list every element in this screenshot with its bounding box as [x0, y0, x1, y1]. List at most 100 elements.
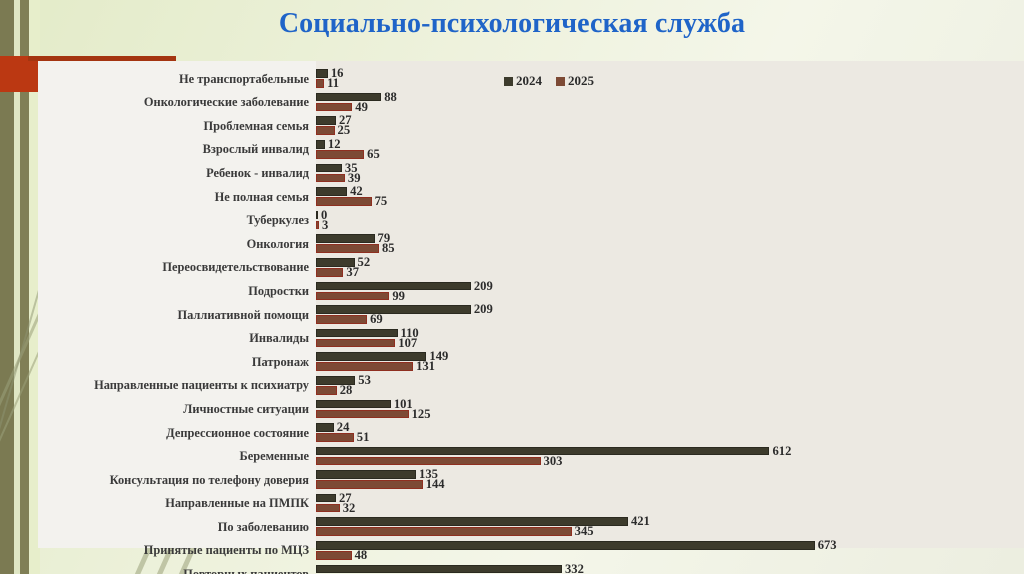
left-edge-pale-band: [29, 0, 40, 574]
category-label: Подростки: [248, 283, 309, 298]
row-bars: 421 345: [316, 515, 1024, 539]
bar-value-label: 27: [339, 113, 352, 128]
category-label: Паллиативной помощи: [177, 307, 309, 322]
chart-row: Подростки 209 99: [38, 279, 1024, 303]
bar: [316, 480, 423, 489]
bar: [316, 267, 344, 277]
bar-value-label: 49: [355, 99, 368, 114]
category-label: Депрессионное состояние: [166, 425, 309, 440]
bar: [316, 116, 336, 125]
bar: [316, 69, 328, 78]
bar: [316, 126, 335, 135]
bar: [316, 362, 414, 371]
row-bars: 612 303: [316, 445, 1024, 469]
chart-row: Не полная семья 42 75: [38, 185, 1024, 209]
category-label: Личностные ситуации: [183, 401, 309, 416]
plot-area-background: [316, 61, 1024, 548]
chart-row: Личностные ситуации 101 125: [38, 397, 1024, 421]
chart-row: Повторных пациентов 332 379: [38, 562, 1024, 574]
bar-value-label: 125: [411, 406, 431, 421]
chart-row: Онкологические заболевание 88 49: [38, 91, 1024, 115]
bar: [316, 541, 815, 550]
category-label: Взрослый инвалид: [202, 142, 309, 157]
bar-group-2024: 209: [316, 278, 493, 293]
left-edge-olive-band-secondary: [20, 0, 29, 574]
bar: [316, 257, 355, 267]
bar-value-label: 209: [473, 278, 493, 293]
bar-value-label: 379: [600, 573, 619, 574]
bar-value-label: 144: [425, 477, 445, 492]
row-bars: 101 125: [316, 397, 1024, 421]
bar: [316, 456, 541, 466]
chart-row: Взрослый инвалид 12 65: [38, 138, 1024, 162]
legend-item: 2024: [504, 73, 542, 89]
bar-group-2024: 53: [316, 374, 371, 386]
bar: [316, 163, 342, 173]
category-label: Консультация по телефону доверия: [109, 472, 309, 487]
category-label: Туберкулез: [246, 213, 309, 228]
bar: [316, 187, 348, 196]
bar: [316, 385, 337, 395]
bar: [316, 197, 372, 206]
bar: [316, 409, 409, 419]
category-label: Переосвидетельствование: [162, 260, 309, 275]
bar-value-label: 209: [473, 302, 493, 317]
bar-value-label: 28: [339, 382, 353, 397]
row-bars: 88 49: [316, 91, 1024, 115]
row-bars: 24 51: [316, 421, 1024, 445]
bar: [316, 338, 396, 348]
row-bars: 53 28: [316, 374, 1024, 398]
bar: [316, 470, 417, 479]
bar: [316, 446, 770, 456]
bar-value-label: 16: [330, 66, 344, 81]
row-bars: 135 144: [316, 468, 1024, 492]
bar: [316, 328, 398, 338]
bar-value-label: 48: [354, 548, 368, 563]
bar-value-label: 135: [419, 467, 438, 482]
bar: [316, 291, 390, 301]
bar-group-2025: 85: [316, 242, 395, 254]
bar: [316, 352, 427, 361]
bar-group-2024: 16: [316, 66, 344, 81]
legend-label: 2024: [516, 73, 542, 88]
bar: [316, 92, 382, 102]
bar-value-label: 612: [772, 443, 792, 458]
bar: [316, 399, 391, 409]
category-label: Не полная семья: [214, 189, 309, 204]
bar: [316, 305, 471, 314]
bar: [316, 433, 354, 442]
row-bars: 673 48: [316, 539, 1024, 563]
bar-group-2024: 135: [316, 467, 438, 482]
bar-group-2025: 25: [316, 124, 350, 136]
bar: [316, 173, 345, 183]
bar-value-label: 11: [327, 76, 340, 91]
bar-value-label: 32: [342, 500, 356, 515]
bar-value-label: 35: [344, 160, 358, 175]
category-label: Направленные пациенты к психиатру: [94, 378, 309, 393]
bar-value-label: 0: [321, 207, 328, 222]
chart-row: Паллиативной помощи 209 69: [38, 303, 1024, 327]
bar-group-2024: 24: [316, 421, 349, 433]
bar-group-2025: 49: [316, 99, 368, 114]
bar-value-label: 39: [347, 170, 361, 185]
left-edge-light-band: [14, 0, 20, 574]
category-label: Повторных пациентов: [38, 568, 309, 574]
bar: [316, 102, 353, 112]
bar-group-2025: 37: [316, 266, 359, 278]
bar: [316, 564, 562, 574]
bar-value-label: 131: [416, 359, 435, 374]
category-label: Проблемная семья: [203, 118, 309, 133]
bar-group-2025: 51: [316, 431, 369, 443]
bar-group-2024: 612: [316, 443, 792, 458]
bar: [316, 234, 375, 243]
bar-group-2025: 75: [316, 195, 387, 207]
legend-item: 2025: [556, 73, 594, 89]
chart-row: Направленные на ПМПК 27 32: [38, 492, 1024, 516]
bar-value-label: 345: [574, 524, 594, 539]
row-bars: 27 32: [316, 492, 1024, 516]
bar-group-2024: 110: [316, 327, 419, 339]
bar-group-2024: 42: [316, 185, 363, 197]
chart-row: Проблемная семья 27 25: [38, 114, 1024, 138]
bar-group-2024: 35: [316, 160, 358, 175]
